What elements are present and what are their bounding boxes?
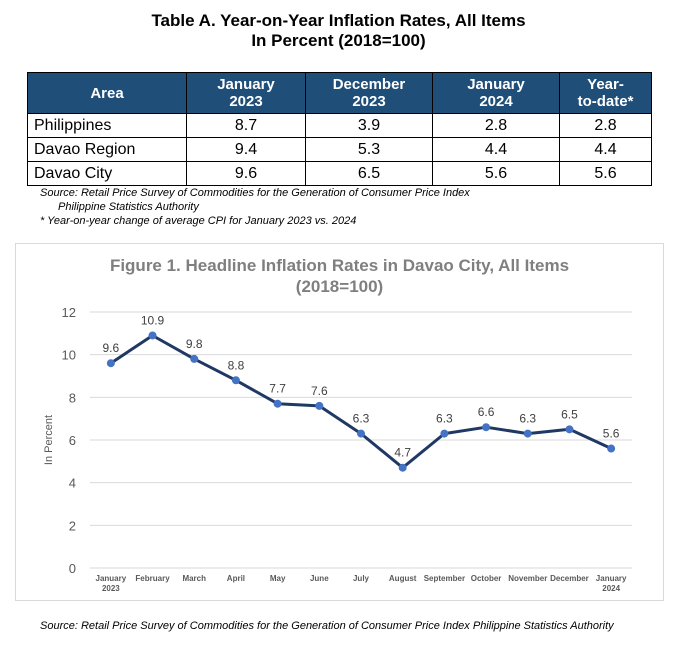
x-tick-label: March xyxy=(182,574,206,583)
figure-source: Source: Retail Price Survey of Commoditi… xyxy=(40,620,614,632)
header-jan-2024: January 2024 xyxy=(432,72,560,114)
data-point xyxy=(273,399,282,408)
data-label: 5.6 xyxy=(603,427,620,441)
y-tick-label: 4 xyxy=(69,476,76,491)
header-dec-2023: December 2023 xyxy=(305,72,433,114)
x-tick-label-year: 2023 xyxy=(102,584,120,593)
chart-title: Figure 1. Headline Inflation Rates in Da… xyxy=(16,255,663,297)
x-tick-label: May xyxy=(270,574,286,583)
data-point xyxy=(440,429,449,438)
header-area: Area xyxy=(27,72,187,114)
data-point xyxy=(523,429,532,438)
x-tick-label: September xyxy=(424,574,465,583)
data-point xyxy=(315,401,324,410)
x-tick-label: October xyxy=(471,574,502,583)
cell-ytd: 4.4 xyxy=(559,137,652,162)
data-label: 6.3 xyxy=(436,412,453,426)
data-label: 6.3 xyxy=(353,412,370,426)
data-label: 4.7 xyxy=(394,446,411,460)
inflation-table: Area January 2023 December 2023 January 202… xyxy=(27,72,652,186)
table-title-line2: In Percent (2018=100) xyxy=(251,31,426,50)
y-tick-label: 8 xyxy=(69,390,76,405)
x-tick-label: August xyxy=(389,574,417,583)
cell-ytd: 5.6 xyxy=(559,161,652,186)
table-source-line1: Source: Retail Price Survey of Commoditi… xyxy=(40,187,470,199)
chart-container: Figure 1. Headline Inflation Rates in Da… xyxy=(15,243,664,601)
x-tick-label: June xyxy=(310,574,329,583)
y-tick-label: 10 xyxy=(62,348,76,363)
table-source-line2: Philippine Statistics Authority xyxy=(58,201,199,213)
cell-jan-2023: 9.6 xyxy=(186,161,306,186)
header-year-to-date: Year-to-date* xyxy=(559,72,652,114)
y-tick-label: 6 xyxy=(69,433,76,448)
chart-title-line1: Figure 1. Headline Inflation Rates in Da… xyxy=(109,256,570,275)
table-row: Davao City 9.6 6.5 5.6 5.6 xyxy=(27,161,652,186)
cell-dec-2023: 5.3 xyxy=(305,137,433,162)
y-tick-label: 0 xyxy=(69,561,76,576)
data-point xyxy=(607,444,616,453)
cell-ytd: 2.8 xyxy=(559,113,652,138)
y-tick-label: 2 xyxy=(69,518,76,533)
data-point xyxy=(398,463,407,472)
data-label: 10.9 xyxy=(141,313,165,327)
data-label: 6.3 xyxy=(519,412,536,426)
y-tick-label: 12 xyxy=(62,305,76,320)
table-row: Davao Region 9.4 5.3 4.4 4.4 xyxy=(27,137,652,162)
cell-jan-2024: 4.4 xyxy=(432,137,560,162)
data-label: 8.8 xyxy=(228,358,245,372)
table-row: Philippines 8.7 3.9 2.8 2.8 xyxy=(27,113,652,138)
data-label: 6.5 xyxy=(561,407,578,421)
data-label: 7.7 xyxy=(269,382,286,396)
header-jan-2023: January 2023 xyxy=(186,72,306,114)
y-axis-label: In Percent xyxy=(43,415,55,465)
x-tick-label: July xyxy=(353,574,370,583)
series-line xyxy=(109,334,612,470)
data-point xyxy=(482,423,491,432)
cell-jan-2024: 2.8 xyxy=(432,113,560,138)
cell-area: Davao City xyxy=(27,161,187,186)
data-point xyxy=(190,354,199,363)
table-notes: Source: Retail Price Survey of Commoditi… xyxy=(40,186,470,228)
x-tick-label-year: 2024 xyxy=(602,584,620,593)
table-footnote: * Year-on-year change of average CPI for… xyxy=(40,215,357,227)
x-tick-label: January xyxy=(596,574,627,583)
x-tick-label: January xyxy=(96,574,127,583)
table-title-line1: Table A. Year-on-Year Inflation Rates, A… xyxy=(151,11,526,30)
data-point xyxy=(565,425,574,434)
table-header-row: Area January 2023 December 2023 January 202… xyxy=(27,72,652,114)
data-point xyxy=(106,359,115,368)
cell-jan-2023: 9.4 xyxy=(186,137,306,162)
x-tick-label: April xyxy=(227,574,245,583)
data-label: 9.6 xyxy=(103,341,120,355)
cell-dec-2023: 3.9 xyxy=(305,113,433,138)
chart-title-line2: (2018=100) xyxy=(295,277,384,296)
cell-jan-2023: 8.7 xyxy=(186,113,306,138)
x-tick-label: November xyxy=(508,574,547,583)
cell-dec-2023: 6.5 xyxy=(305,161,433,186)
data-label: 7.6 xyxy=(311,384,328,398)
x-tick-label: February xyxy=(135,574,170,583)
data-label: 9.8 xyxy=(186,337,203,351)
cell-jan-2024: 5.6 xyxy=(432,161,560,186)
data-point xyxy=(357,429,365,438)
cell-area: Philippines xyxy=(27,113,187,138)
data-point xyxy=(231,376,240,385)
data-point xyxy=(148,331,157,340)
cell-area: Davao Region xyxy=(27,137,187,162)
table-title: Table A. Year-on-Year Inflation Rates, A… xyxy=(0,11,677,51)
x-tick-label: December xyxy=(550,574,589,583)
data-label: 6.6 xyxy=(478,405,495,419)
